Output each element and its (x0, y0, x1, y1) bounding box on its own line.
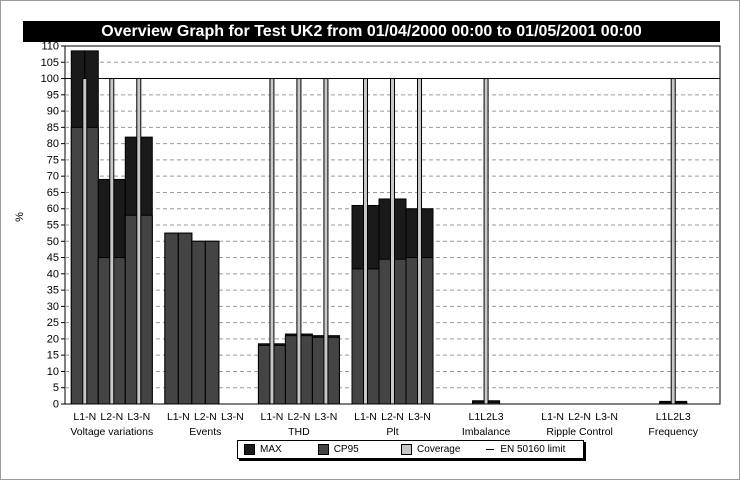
legend-swatch-max (244, 444, 255, 455)
y-tick-label: 60 (47, 203, 59, 215)
group-label: Imbalance (462, 426, 511, 438)
y-tick-label: 105 (41, 57, 59, 69)
legend-item-coverage: Coverage (395, 444, 480, 455)
bar-coverage (296, 78, 302, 405)
x-tick-label: L3-N (315, 411, 338, 423)
x-tick-label: L3-N (221, 411, 244, 423)
legend-item-max: MAX (238, 444, 312, 455)
x-tick-label: L2-N (194, 411, 217, 423)
legend-swatch-coverage (401, 444, 413, 455)
x-tick-label: L1L2L3 (656, 411, 691, 423)
legend-label-max: MAX (260, 444, 282, 455)
x-tick-label: L3-N (595, 411, 618, 423)
group-label: Voltage variations (70, 426, 153, 438)
y-tick-label: 110 (41, 41, 59, 53)
y-tick-label: 90 (47, 106, 59, 118)
x-tick-label: L1L2L3 (469, 411, 504, 423)
chart-legend: MAX CP95 Coverage EN 50160 limit (237, 440, 584, 459)
x-tick-label: L2-N (288, 411, 311, 423)
bar-coverage (363, 78, 368, 405)
bar-coverage (390, 78, 395, 405)
bar-coverage (483, 78, 489, 405)
x-tick-label: L1-N (261, 411, 284, 423)
bar-coverage (417, 78, 422, 405)
y-tick-label: 80 (47, 138, 59, 150)
bar-cp95 (191, 240, 206, 405)
y-axis-label: % (13, 212, 26, 222)
group-label: Plt (386, 426, 398, 438)
x-tick-label: L2-N (381, 411, 404, 423)
y-tick-label: 55 (47, 220, 59, 232)
bar-coverage (109, 78, 115, 405)
bar-coverage (82, 78, 88, 405)
y-tick-label: 50 (47, 236, 59, 248)
y-tick-label: 75 (47, 154, 59, 166)
y-tick-label: 85 (47, 122, 59, 134)
x-tick-label: L3-N (408, 411, 431, 423)
group-label: THD (288, 426, 310, 438)
x-tick-label: L1-N (167, 411, 190, 423)
y-tick-label: 95 (47, 89, 59, 101)
bar-coverage (323, 78, 329, 405)
y-tick-label: 30 (47, 301, 59, 313)
bar-cp95 (164, 232, 179, 405)
x-tick-label: L1-N (541, 411, 564, 423)
legend-item-cp95: CP95 (312, 444, 395, 455)
y-tick-label: 5 (53, 382, 59, 394)
y-tick-label: 45 (47, 252, 59, 264)
y-tick-label: 15 (47, 350, 59, 362)
y-tick-label: 20 (47, 333, 59, 345)
bar-coverage (269, 78, 275, 405)
legend-line-limit (486, 449, 495, 450)
legend-item-limit: EN 50160 limit (480, 444, 583, 455)
group-label: Ripple Control (546, 426, 613, 438)
group-label: Frequency (648, 426, 698, 438)
group-label: Events (189, 426, 221, 438)
legend-label-coverage: Coverage (417, 444, 461, 455)
x-tick-label: L2-N (568, 411, 591, 423)
y-tick-label: 70 (47, 171, 59, 183)
y-tick-label: 40 (47, 268, 59, 280)
y-tick-label: 0 (53, 399, 59, 411)
bar-coverage (136, 78, 142, 405)
x-tick-label: L3-N (127, 411, 150, 423)
legend-label-cp95: CP95 (333, 444, 359, 455)
chart-title: Overview Graph for Test UK2 from 01/04/2… (23, 21, 720, 42)
x-tick-label: L2-N (100, 411, 123, 423)
y-tick-label: 25 (47, 317, 59, 329)
legend-swatch-cp95 (317, 444, 329, 455)
x-tick-label: L1-N (73, 411, 96, 423)
y-tick-label: 10 (47, 366, 59, 378)
y-tick-label: 100 (41, 73, 59, 85)
bar-coverage (670, 78, 676, 405)
x-tick-label: L1-N (354, 411, 377, 423)
y-tick-label: 35 (47, 285, 59, 297)
y-tick-label: 65 (47, 187, 59, 199)
bar-cp95 (204, 240, 220, 405)
bar-cp95 (177, 232, 193, 405)
legend-label-limit: EN 50160 limit (500, 444, 566, 455)
